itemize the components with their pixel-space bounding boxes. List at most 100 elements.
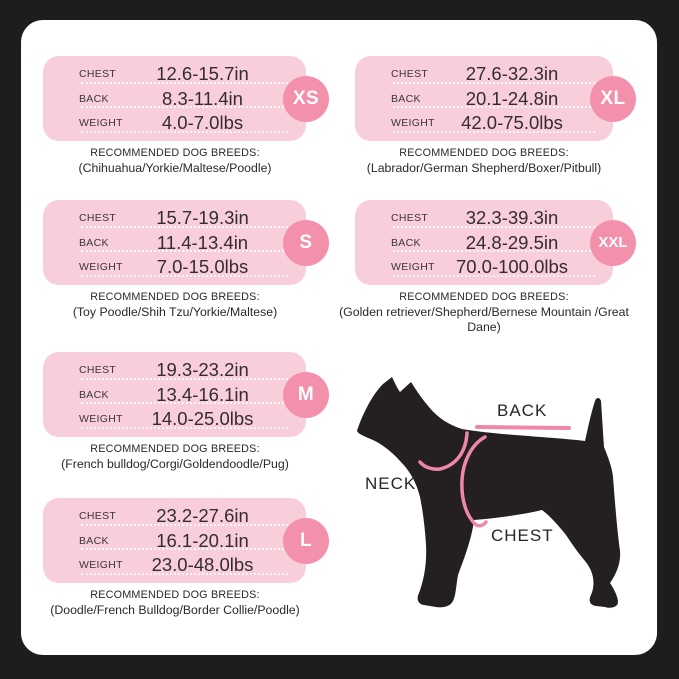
dotted-leader [81,130,288,133]
chest-label: CHEST [79,510,117,523]
weight-row: WEIGHT 70.0-100.0lbs [391,255,599,280]
dotted-leader [81,377,288,380]
weight-row: WEIGHT 23.0-48.0lbs [79,553,292,578]
size-badge-l: L [283,517,329,564]
back-row: BACK 11.4-13.4in [79,231,292,256]
back-row: BACK 13.4-16.1in [79,383,292,408]
back-diagram-label: BACK [497,401,548,420]
weight-value: 4.0-7.0lbs [161,112,244,134]
chest-value: 32.3-39.3in [465,207,559,229]
breeds-block-m: RECOMMENDED DOG BREEDS: (French bulldog/… [30,443,320,472]
size-badge-s: S [283,219,329,266]
weight-label: WEIGHT [79,117,123,130]
dotted-leader [81,402,288,404]
dotted-leader [393,130,595,133]
weight-value: 70.0-100.0lbs [455,256,569,278]
dotted-leader [81,274,288,277]
weight-label: WEIGHT [79,559,123,572]
weight-label: WEIGHT [391,117,435,130]
size-card-xl: CHEST 27.6-32.3in BACK 20.1-24.8in WEIGH… [355,56,636,141]
breeds-list: (Doodle/French Bulldog/Border Collie/Poo… [50,603,300,617]
breeds-list: (Golden retriever/Shepherd/Bernese Mount… [339,305,629,334]
dotted-leader [393,81,595,84]
dotted-leader [81,250,288,252]
back-label: BACK [391,92,421,105]
weight-value: 7.0-15.0lbs [156,256,249,278]
size-card-xxl: CHEST 32.3-39.3in BACK 24.8-29.5in WEIGH… [355,200,636,285]
breeds-list: (Chihuahua/Yorkie/Maltese/Poodle) [78,161,272,175]
back-row: BACK 24.8-29.5in [391,231,599,256]
dotted-leader [81,81,288,84]
size-card-l: CHEST 23.2-27.6in BACK 16.1-20.1in WEIGH… [43,498,329,583]
dotted-leader [393,274,595,277]
recommended-title: RECOMMENDED DOG BREEDS: [399,147,569,159]
size-badge-m: M [283,371,329,418]
breeds-block-xl: RECOMMENDED DOG BREEDS: (Labrador/German… [334,147,634,176]
size-badge-xs: XS [283,75,329,122]
back-label: BACK [79,92,109,105]
breeds-block-l: RECOMMENDED DOG BREEDS: (Doodle/French B… [30,589,320,618]
breeds-block-xxl: RECOMMENDED DOG BREEDS: (Golden retrieve… [334,291,634,334]
size-badge-xl: XL [590,75,636,122]
chest-label: CHEST [79,68,117,81]
chest-row: CHEST 12.6-15.7in [79,62,292,87]
size-badge-xxl: XXL [590,219,636,266]
weight-value: 14.0-25.0lbs [151,408,254,430]
recommended-title: RECOMMENDED DOG BREEDS: [399,291,569,303]
dotted-leader [81,572,288,575]
dotted-leader [81,106,288,108]
chest-row: CHEST 23.2-27.6in [79,504,292,529]
weight-row: WEIGHT 42.0-75.0lbs [391,111,599,136]
back-value: 20.1-24.8in [465,87,559,109]
weight-row: WEIGHT 4.0-7.0lbs [79,111,292,136]
dog-silhouette [357,377,621,608]
back-label: BACK [79,534,109,547]
recommended-title: RECOMMENDED DOG BREEDS: [90,589,260,601]
dotted-leader [393,106,595,108]
chest-value: 15.7-19.3in [156,207,249,229]
back-row: BACK 8.3-11.4in [79,87,292,112]
chest-value: 12.6-15.7in [156,63,249,85]
weight-label: WEIGHT [391,261,435,274]
breeds-list: (French bulldog/Corgi/Goldendoodle/Pug) [61,457,289,471]
back-value: 24.8-29.5in [465,231,559,253]
back-row: BACK 16.1-20.1in [79,529,292,554]
breeds-list: (Toy Poodle/Shih Tzu/Yorkie/Maltese) [72,305,278,319]
neck-measure-arc [418,431,469,471]
back-label: BACK [79,236,109,249]
chest-label: CHEST [391,68,429,81]
dotted-leader [393,250,595,252]
back-value: 13.4-16.1in [156,383,249,405]
chest-measure-arc [460,435,488,528]
dotted-leader [81,523,288,526]
back-measure-line [475,425,571,430]
dotted-leader [81,426,288,429]
dotted-leader [393,225,595,228]
chest-label: CHEST [79,364,117,377]
breeds-block-xs: RECOMMENDED DOG BREEDS: (Chihuahua/Yorki… [30,147,320,176]
weight-label: WEIGHT [79,413,123,426]
neck-diagram-label: NECK [365,474,417,493]
chest-row: CHEST 27.6-32.3in [391,62,599,87]
weight-value: 23.0-48.0lbs [151,554,254,576]
chest-value: 19.3-23.2in [156,359,249,381]
chest-value: 23.2-27.6in [156,505,249,527]
chest-diagram-label: CHEST [491,526,554,545]
weight-value: 42.0-75.0lbs [461,112,563,134]
weight-row: WEIGHT 7.0-15.0lbs [79,255,292,280]
dog-measurement-diagram: BACK NECK CHEST [345,373,645,623]
size-card-xs: CHEST 12.6-15.7in BACK 8.3-11.4in WEIGHT… [43,56,329,141]
chest-label: CHEST [391,212,429,225]
back-value: 8.3-11.4in [162,87,243,109]
chest-row: CHEST 32.3-39.3in [391,206,599,231]
weight-label: WEIGHT [79,261,123,274]
back-value: 11.4-13.4in [156,231,249,253]
size-card-m: CHEST 19.3-23.2in BACK 13.4-16.1in WEIGH… [43,352,329,437]
recommended-title: RECOMMENDED DOG BREEDS: [90,291,260,303]
recommended-title: RECOMMENDED DOG BREEDS: [90,147,260,159]
back-value: 16.1-20.1in [156,529,249,551]
chest-row: CHEST 19.3-23.2in [79,358,292,383]
back-label: BACK [391,236,421,249]
dotted-leader [81,548,288,550]
chest-row: CHEST 15.7-19.3in [79,206,292,231]
